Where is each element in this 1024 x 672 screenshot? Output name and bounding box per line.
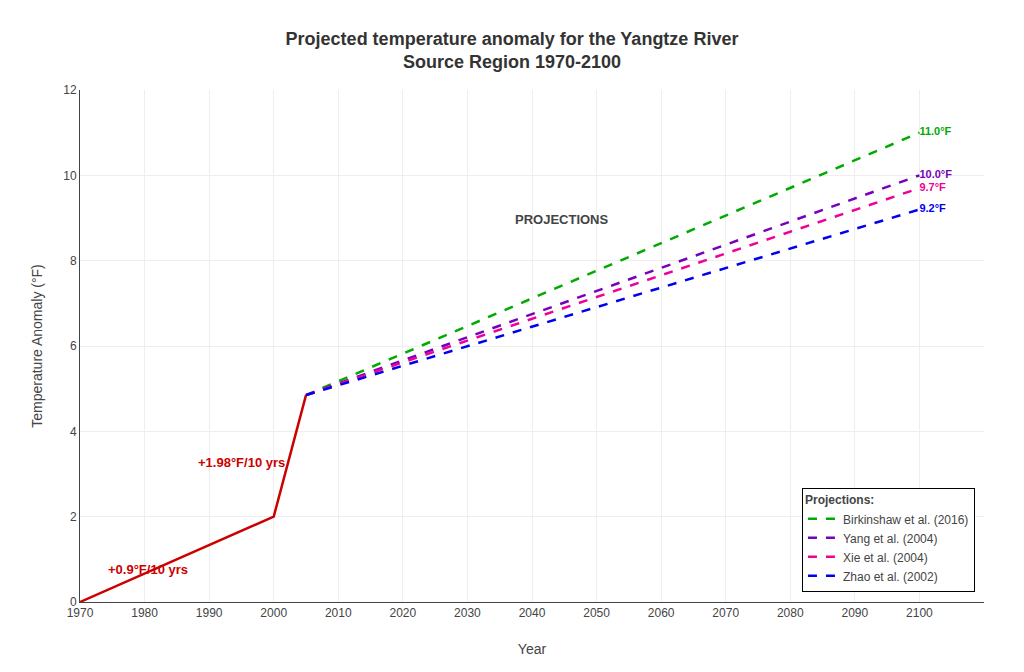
svg-text:4: 4 [70,425,77,439]
svg-text:2100: 2100 [906,606,933,620]
svg-text:2070: 2070 [712,606,739,620]
svg-text:11.0°F: 11.0°F [919,125,951,137]
svg-text:2080: 2080 [777,606,804,620]
svg-text:2030: 2030 [454,606,481,620]
svg-text:Temperature Anomaly (°F): Temperature Anomaly (°F) [29,264,45,428]
svg-text:+1.98°F/10 yrs: +1.98°F/10 yrs [198,455,285,470]
svg-text:2020: 2020 [390,606,417,620]
svg-text:Projections:: Projections: [805,493,874,507]
svg-text:10: 10 [63,169,77,183]
svg-text:+0.9°F/10 yrs: +0.9°F/10 yrs [108,562,188,577]
svg-text:PROJECTIONS: PROJECTIONS [515,212,609,227]
svg-text:2000: 2000 [260,606,287,620]
svg-text:2: 2 [70,510,77,524]
svg-text:1990: 1990 [196,606,223,620]
svg-text:Birkinshaw et al. (2016): Birkinshaw et al. (2016) [843,513,968,527]
svg-text:10.0°F: 10.0°F [919,168,952,180]
svg-text:0: 0 [70,595,77,609]
svg-text:Zhao et al. (2002): Zhao et al. (2002) [843,570,938,584]
svg-text:2040: 2040 [519,606,546,620]
svg-text:Projected temperature anomaly: Projected temperature anomaly for the Ya… [286,29,739,72]
svg-text:1980: 1980 [131,606,158,620]
svg-text:Year: Year [518,641,547,657]
svg-text:9.7°F: 9.7°F [919,181,946,193]
svg-text:2090: 2090 [842,606,869,620]
svg-text:2010: 2010 [325,606,352,620]
svg-text:2050: 2050 [583,606,610,620]
svg-text:9.2°F: 9.2°F [919,202,946,214]
svg-text:6: 6 [70,339,77,353]
svg-text:8: 8 [70,254,77,268]
svg-text:2060: 2060 [648,606,675,620]
svg-text:Xie et al. (2004): Xie et al. (2004) [843,551,928,565]
svg-text:1970: 1970 [67,606,94,620]
svg-text:12: 12 [63,83,77,97]
svg-text:Yang et al. (2004): Yang et al. (2004) [843,532,938,546]
